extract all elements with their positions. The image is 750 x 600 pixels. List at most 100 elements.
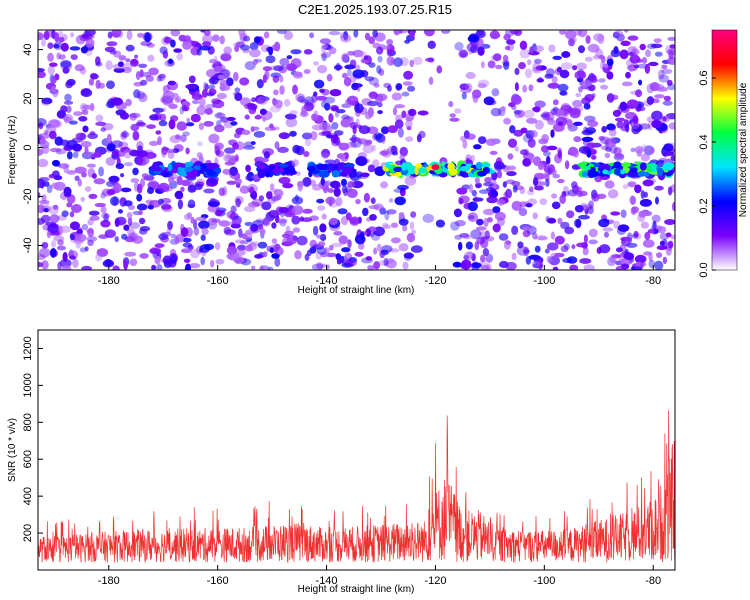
heatmap-cell [39, 201, 50, 209]
heatmap-cell [475, 183, 481, 189]
heatmap-cell [668, 49, 674, 60]
heatmap-cell [309, 131, 318, 141]
heatmap-cell [166, 228, 172, 234]
heatmap-cell [89, 131, 96, 136]
figure-title: C2E1.2025.193.07.25.R15 [298, 2, 452, 17]
spectrogram-frame [37, 29, 676, 271]
heatmap-cell [183, 213, 192, 221]
heatmap-cell [537, 181, 547, 186]
heatmap-cell [425, 57, 434, 62]
heatmap-cell [147, 204, 154, 210]
heatmap-cell [59, 258, 72, 268]
heatmap-cell [397, 30, 408, 34]
heatmap-cell [668, 122, 675, 130]
heatmap-cell [130, 123, 140, 132]
heatmap-cell [636, 106, 646, 112]
heatmap-cell [234, 87, 241, 93]
heatmap-cell [248, 107, 256, 115]
heatmap-cell [346, 142, 357, 148]
heatmap-cell [613, 46, 619, 55]
heatmap-cell [615, 265, 627, 270]
heatmap-cell [105, 60, 113, 70]
heatmap-cell [129, 112, 141, 119]
heatmap-cell [519, 40, 528, 50]
heatmap-cell [624, 237, 633, 244]
heatmap-cell [632, 115, 639, 125]
heatmap-cell [130, 58, 139, 67]
heatmap-cell [631, 206, 640, 214]
heatmap-cell [605, 146, 612, 152]
heatmap-cell [538, 138, 548, 145]
heatmap-cell [51, 85, 56, 92]
heatmap-cell [435, 219, 445, 228]
heatmap-cell [406, 232, 415, 243]
heatmap-cell [292, 144, 301, 154]
heatmap-cell [551, 76, 558, 84]
heatmap-cell [319, 38, 331, 45]
heatmap-cell [133, 89, 141, 99]
heatmap-cell [640, 190, 645, 199]
heatmap-cell [328, 113, 334, 123]
heatmap-cell [229, 156, 239, 161]
heatmap-cell [354, 64, 361, 70]
heatmap-cell [144, 32, 151, 43]
heatmap-cell [509, 125, 516, 134]
heatmap-cell [609, 254, 617, 264]
heatmap-cell [275, 215, 280, 224]
heatmap-cell [576, 242, 588, 248]
heatmap-cell [295, 171, 301, 177]
heatmap-cell [136, 155, 144, 166]
heatmap-cell [519, 48, 531, 59]
heatmap-cell [540, 145, 549, 153]
heatmap-cell [276, 218, 288, 224]
heatmap-cell [170, 233, 177, 239]
heatmap-cell [511, 200, 522, 211]
heatmap-cell [176, 121, 187, 131]
heatmap-cell [293, 71, 303, 77]
heatmap-cell [180, 227, 189, 237]
heatmap-cell [588, 72, 596, 82]
heatmap-cell [554, 235, 565, 245]
heatmap-cell [70, 233, 75, 241]
heatmap-cell [336, 153, 347, 159]
heatmap-cell [560, 221, 570, 230]
heatmap-cell [196, 48, 202, 56]
heatmap-cell [368, 36, 376, 45]
heatmap-cell [341, 72, 348, 79]
heatmap-cell [459, 49, 468, 54]
heatmap-cell [278, 176, 291, 185]
heatmap-cell [310, 179, 317, 187]
heatmap-cell [450, 221, 460, 231]
heatmap-cell [476, 218, 484, 226]
heatmap-cell [94, 202, 106, 208]
heatmap-cell [269, 188, 278, 193]
heatmap-cell [390, 237, 401, 244]
heatmap-cell [508, 102, 516, 108]
heatmap-cell [207, 201, 220, 207]
heatmap-cell [344, 64, 356, 70]
heatmap-cell [485, 253, 494, 263]
spectrogram-y-ticks: -40 -20 0 20 40 [22, 43, 43, 253]
heatmap-cell [606, 93, 615, 103]
heatmap-cell [480, 61, 485, 69]
heatmap-cell [456, 187, 468, 195]
heatmap-cell [268, 46, 273, 56]
heatmap-cell [205, 68, 218, 78]
heatmap-cell [588, 239, 598, 245]
heatmap-cell [376, 46, 384, 55]
heatmap-cell [71, 204, 82, 213]
heatmap-cell [321, 148, 331, 158]
heatmap-cell [80, 88, 93, 98]
ridge-cell [401, 162, 408, 171]
heatmap-cell [135, 71, 141, 80]
heatmap-cell [410, 245, 423, 253]
heatmap-cell [279, 58, 290, 66]
heatmap-cell [441, 30, 451, 34]
heatmap-cell [536, 174, 545, 180]
heatmap-cell [667, 36, 675, 41]
heatmap-cell [149, 140, 159, 147]
heatmap-cell [170, 39, 176, 48]
heatmap-cell [200, 256, 205, 266]
heatmap-cell [95, 121, 107, 126]
